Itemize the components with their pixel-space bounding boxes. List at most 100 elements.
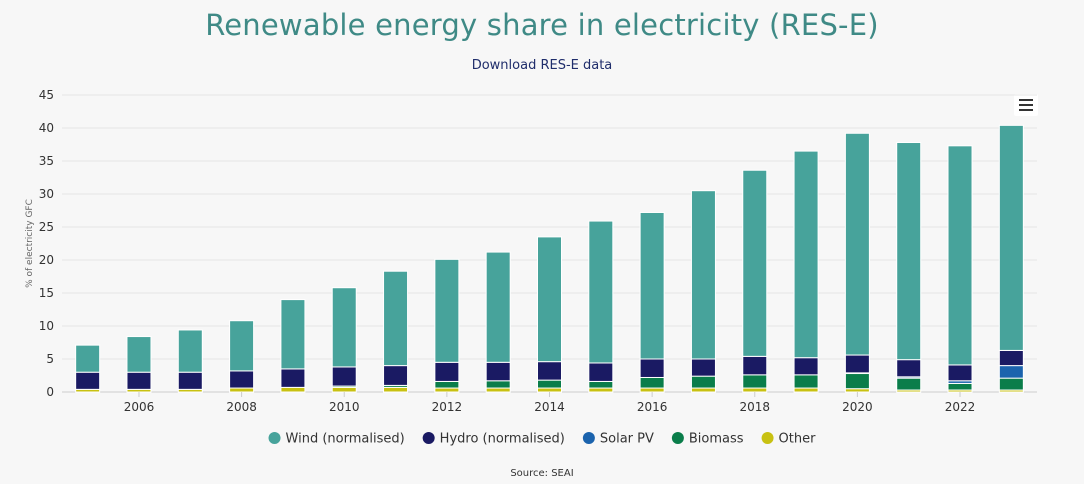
y-axis-title: % of electricity GFC bbox=[25, 199, 35, 288]
bar-segment bbox=[588, 220, 614, 364]
y-tick-label: 15 bbox=[39, 286, 54, 300]
bar-segment bbox=[331, 386, 357, 393]
bar-segment bbox=[434, 380, 460, 389]
bar-segment bbox=[588, 387, 614, 393]
bar-segment bbox=[537, 379, 562, 389]
bar-segment bbox=[742, 355, 768, 376]
page-title: Renewable energy share in electricity (R… bbox=[205, 8, 879, 42]
bar-segment bbox=[229, 320, 255, 372]
legend-label: Solar PV bbox=[600, 432, 654, 447]
legend-label: Other bbox=[779, 432, 817, 447]
bar-segment bbox=[690, 358, 716, 377]
bar-segment bbox=[229, 387, 255, 393]
x-tick-label: 2010 bbox=[329, 400, 360, 414]
bar-segment bbox=[280, 299, 306, 370]
bar-segment bbox=[485, 251, 511, 363]
bar-segment bbox=[742, 387, 768, 393]
x-tick-label: 2012 bbox=[432, 400, 463, 414]
bar-segment bbox=[639, 376, 665, 389]
x-tick-label: 2016 bbox=[637, 400, 668, 414]
y-tick-label: 20 bbox=[39, 253, 54, 267]
bar-segment bbox=[537, 236, 562, 363]
bar-segment bbox=[690, 375, 716, 389]
bar-segment bbox=[896, 359, 922, 378]
legend-label: Wind (normalised) bbox=[286, 432, 405, 447]
x-tick-label: 2008 bbox=[226, 400, 257, 414]
bar-segment bbox=[947, 145, 973, 366]
legend-marker bbox=[582, 432, 595, 444]
bar-segment bbox=[229, 370, 255, 389]
bar-segment bbox=[485, 380, 511, 389]
y-tick-label: 35 bbox=[39, 154, 54, 168]
bar-segment bbox=[383, 365, 409, 386]
bar-segment bbox=[896, 377, 922, 391]
x-tick-label: 2014 bbox=[534, 400, 565, 414]
bar-segment bbox=[690, 387, 716, 393]
x-tick-label: 2022 bbox=[945, 400, 976, 414]
bar-segment bbox=[998, 377, 1024, 391]
bar-segment bbox=[434, 361, 460, 382]
bar-segment bbox=[126, 336, 152, 373]
legend-marker bbox=[671, 432, 684, 444]
x-tick-label: 2006 bbox=[124, 400, 155, 414]
y-tick-label: 40 bbox=[39, 121, 54, 135]
y-tick-label: 10 bbox=[39, 319, 54, 333]
y-tick-label: 30 bbox=[39, 187, 54, 201]
bar-segment bbox=[998, 349, 1024, 367]
source-note: Source: SEAI bbox=[510, 468, 574, 479]
bar-segment bbox=[742, 374, 768, 389]
bar-segment bbox=[793, 374, 819, 389]
bar-segment bbox=[947, 364, 973, 382]
bar-segment bbox=[844, 132, 870, 356]
bar-segment bbox=[537, 387, 562, 393]
x-tick-label: 2018 bbox=[739, 400, 770, 414]
legend-label: Biomass bbox=[689, 432, 744, 447]
bar-segment bbox=[177, 371, 203, 390]
bar-segment bbox=[793, 387, 819, 393]
bar-segment bbox=[588, 380, 614, 389]
bar-segment bbox=[639, 211, 665, 360]
bar-segment bbox=[690, 190, 716, 360]
bar-segment bbox=[331, 287, 357, 368]
chart-menu-button[interactable] bbox=[1014, 94, 1038, 116]
bar-segment bbox=[844, 373, 870, 390]
bar-segment bbox=[639, 387, 665, 393]
bar-segment bbox=[434, 258, 460, 363]
y-tick-label: 45 bbox=[39, 88, 54, 102]
bar-segment bbox=[793, 357, 819, 376]
legend-label: Hydro (normalised) bbox=[440, 432, 565, 447]
bar-segment bbox=[896, 142, 922, 361]
bar-segment bbox=[75, 344, 101, 373]
hamburger-menu-icon-bar bbox=[1019, 109, 1033, 111]
bar-segment bbox=[998, 124, 1024, 351]
legend-marker bbox=[268, 432, 281, 444]
bar-segment bbox=[947, 382, 973, 391]
download-data-link[interactable]: Download RES-E data bbox=[471, 58, 613, 73]
bar-segment bbox=[793, 150, 819, 359]
bar-segment bbox=[75, 371, 101, 390]
bar-segment bbox=[588, 362, 614, 382]
bar-segment bbox=[639, 358, 665, 378]
bar-segment bbox=[485, 387, 511, 393]
hamburger-menu-icon-bar bbox=[1019, 104, 1033, 106]
bar-segment bbox=[742, 169, 768, 357]
bar-segment bbox=[331, 366, 357, 387]
bar-segment bbox=[537, 361, 562, 381]
bar-segment bbox=[485, 361, 511, 382]
bar-segment bbox=[383, 270, 409, 367]
bar-segment bbox=[280, 368, 306, 388]
legend-marker bbox=[761, 432, 774, 444]
legend-marker bbox=[422, 432, 435, 444]
y-tick-label: 5 bbox=[46, 352, 54, 366]
bar-segment bbox=[434, 387, 460, 393]
y-tick-label: 25 bbox=[39, 220, 54, 234]
bar-segment bbox=[177, 329, 203, 373]
bar-segment bbox=[383, 386, 409, 393]
bar-segment bbox=[844, 354, 870, 374]
bar-segment bbox=[280, 386, 306, 393]
x-tick-label: 2020 bbox=[842, 400, 873, 414]
hamburger-menu-icon bbox=[1019, 99, 1033, 101]
y-tick-label: 0 bbox=[46, 385, 54, 399]
bar-segment bbox=[998, 365, 1024, 379]
